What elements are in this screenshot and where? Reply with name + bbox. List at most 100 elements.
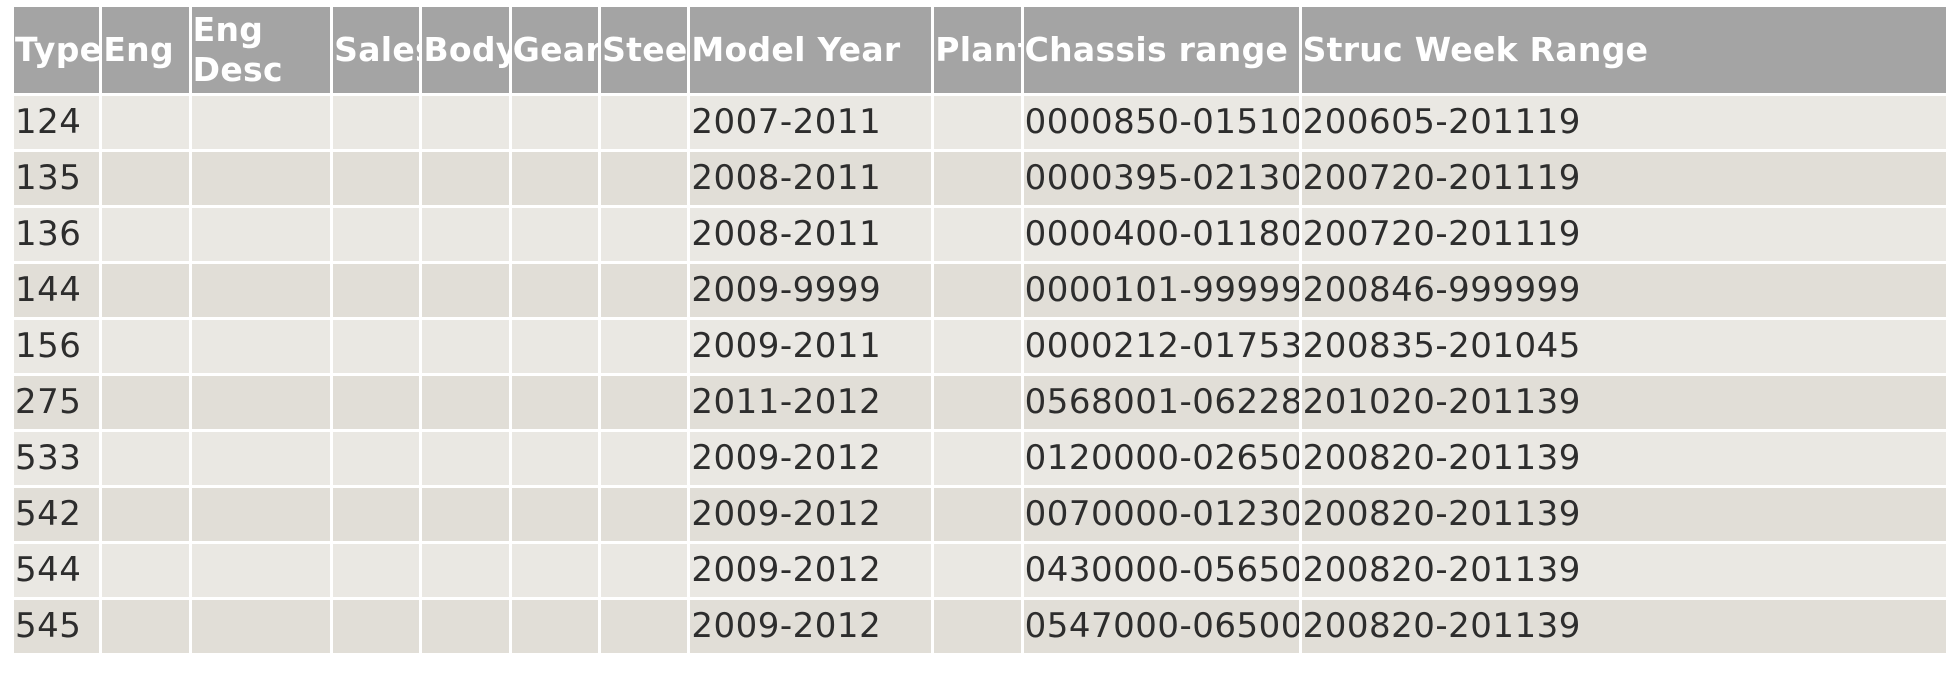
cell-model-year: 2009-2012	[687, 541, 935, 600]
cell-model-year: 2007-2011	[687, 93, 935, 152]
cell-eng-desc	[188, 429, 334, 488]
cell-sales	[330, 261, 423, 320]
cell-steer	[598, 205, 691, 264]
cell-eng-desc	[188, 541, 334, 600]
cell-plant	[931, 373, 1024, 432]
cell-eng-desc	[188, 597, 334, 656]
cell-eng	[99, 373, 192, 432]
table-row: 275 2011-2012 0568001-0622860 201020-201…	[10, 373, 1947, 432]
cell-steer	[598, 317, 691, 376]
cell-eng-desc	[188, 317, 334, 376]
table-row: 533 2009-2012 0120000-0265010 200820-201…	[10, 429, 1947, 488]
cell-sales	[330, 541, 423, 600]
cell-chassis-range: 0120000-0265010	[1020, 429, 1302, 488]
column-header-gear: Gear	[508, 4, 602, 96]
cell-struc-week-range: 200846-999999	[1298, 261, 1947, 320]
cell-model-year: 2009-2011	[687, 317, 935, 376]
column-header-body: Body	[419, 4, 512, 96]
column-header-eng: Eng	[99, 4, 192, 96]
cell-chassis-range: 0000395-0213000	[1020, 149, 1302, 208]
cell-plant	[931, 93, 1024, 152]
cell-steer	[598, 149, 691, 208]
table-row: 124 2007-2011 0000850-0151000 200605-201…	[10, 93, 1947, 152]
chassis-table-container: Type Eng Eng Desc Sales Body Gear Steer …	[10, 4, 1947, 656]
cell-sales	[330, 93, 423, 152]
cell-body	[419, 373, 512, 432]
cell-eng	[99, 261, 192, 320]
cell-body	[419, 261, 512, 320]
cell-plant	[931, 541, 1024, 600]
cell-steer	[598, 597, 691, 656]
cell-type: 124	[10, 93, 103, 152]
cell-chassis-range: 0000850-0151000	[1020, 93, 1302, 152]
column-header-chassis-range: Chassis range	[1020, 4, 1302, 96]
cell-body	[419, 429, 512, 488]
cell-struc-week-range: 200720-201119	[1298, 205, 1947, 264]
cell-gear	[508, 597, 602, 656]
column-header-struc-week-range: Struc Week Range	[1298, 4, 1947, 96]
cell-plant	[931, 149, 1024, 208]
cell-body	[419, 149, 512, 208]
cell-type: 533	[10, 429, 103, 488]
cell-body	[419, 541, 512, 600]
cell-plant	[931, 429, 1024, 488]
cell-chassis-range: 0568001-0622860	[1020, 373, 1302, 432]
cell-steer	[598, 541, 691, 600]
cell-steer	[598, 373, 691, 432]
cell-sales	[330, 597, 423, 656]
cell-struc-week-range: 200820-201139	[1298, 429, 1947, 488]
cell-sales	[330, 317, 423, 376]
cell-plant	[931, 261, 1024, 320]
cell-steer	[598, 93, 691, 152]
cell-eng-desc	[188, 93, 334, 152]
cell-eng	[99, 485, 192, 544]
cell-body	[419, 485, 512, 544]
cell-eng-desc	[188, 205, 334, 264]
cell-body	[419, 93, 512, 152]
cell-eng-desc	[188, 485, 334, 544]
cell-type: 156	[10, 317, 103, 376]
column-header-plant: Plant	[931, 4, 1024, 96]
cell-steer	[598, 261, 691, 320]
column-header-steer: Steer	[598, 4, 691, 96]
table-body: 124 2007-2011 0000850-0151000 200605-201…	[10, 93, 1947, 656]
cell-struc-week-range: 200720-201119	[1298, 149, 1947, 208]
cell-sales	[330, 373, 423, 432]
cell-body	[419, 317, 512, 376]
table-row: 545 2009-2012 0547000-0650002 200820-201…	[10, 597, 1947, 656]
cell-type: 275	[10, 373, 103, 432]
table-row: 544 2009-2012 0430000-0565001 200820-201…	[10, 541, 1947, 600]
cell-sales	[330, 149, 423, 208]
cell-gear	[508, 261, 602, 320]
cell-model-year: 2009-2012	[687, 429, 935, 488]
cell-type: 542	[10, 485, 103, 544]
cell-model-year: 2008-2011	[687, 149, 935, 208]
cell-gear	[508, 93, 602, 152]
cell-chassis-range: 0000212-0175378	[1020, 317, 1302, 376]
cell-gear	[508, 429, 602, 488]
cell-eng	[99, 149, 192, 208]
cell-eng-desc	[188, 149, 334, 208]
cell-model-year: 2009-2012	[687, 485, 935, 544]
table-row: 135 2008-2011 0000395-0213000 200720-201…	[10, 149, 1947, 208]
cell-gear	[508, 373, 602, 432]
cell-chassis-range: 0070000-0123010	[1020, 485, 1302, 544]
table-row: 156 2009-2011 0000212-0175378 200835-201…	[10, 317, 1947, 376]
cell-gear	[508, 149, 602, 208]
cell-chassis-range: 0547000-0650002	[1020, 597, 1302, 656]
cell-type: 544	[10, 541, 103, 600]
column-header-sales: Sales	[330, 4, 423, 96]
cell-struc-week-range: 200605-201119	[1298, 93, 1947, 152]
cell-struc-week-range: 201020-201139	[1298, 373, 1947, 432]
cell-type: 135	[10, 149, 103, 208]
header-row: Type Eng Eng Desc Sales Body Gear Steer …	[10, 4, 1947, 96]
cell-model-year: 2008-2011	[687, 205, 935, 264]
cell-eng	[99, 597, 192, 656]
cell-chassis-range: 0000101-9999999	[1020, 261, 1302, 320]
cell-model-year: 2009-9999	[687, 261, 935, 320]
cell-gear	[508, 485, 602, 544]
cell-eng	[99, 541, 192, 600]
cell-body	[419, 597, 512, 656]
cell-sales	[330, 205, 423, 264]
table-row: 136 2008-2011 0000400-0118000 200720-201…	[10, 205, 1947, 264]
